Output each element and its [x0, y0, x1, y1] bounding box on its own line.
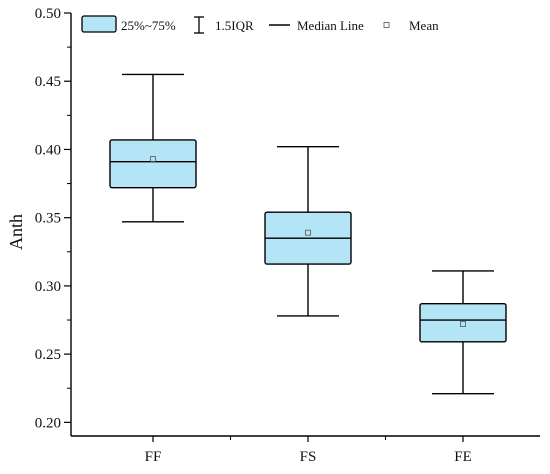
y-tick-label: 0.20 — [35, 415, 61, 431]
x-tick-label-fe: FE — [454, 449, 472, 465]
y-tick-label: 0.50 — [35, 6, 61, 22]
boxes — [109, 73, 507, 395]
x-axis-ticks: FF FS FE — [145, 436, 472, 465]
box-group-fs — [264, 146, 352, 317]
mean-marker — [460, 321, 466, 328]
y-tick-label: 0.45 — [35, 74, 61, 90]
legend-label-median: Median Line — [297, 18, 364, 33]
y-tick-label: 0.35 — [35, 211, 61, 227]
y-tick-label: 0.40 — [35, 142, 61, 158]
legend-mean-swatch — [383, 22, 390, 28]
y-axis-title: Anth — [6, 214, 26, 250]
legend-box-swatch — [81, 15, 117, 33]
box-group-fe — [419, 270, 507, 395]
iqr-box — [419, 302, 507, 343]
y-tick-label: 0.25 — [35, 347, 61, 363]
legend-label-iqr-box: 25%~75% — [121, 18, 176, 33]
x-tick-label-ff: FF — [145, 449, 162, 465]
x-tick-label-fs: FS — [300, 449, 317, 465]
legend-label-whisker: 1.5IQR — [215, 18, 254, 33]
y-axis-ticks: 0.20 0.25 0.30 0.35 0.40 0.45 0.50 — [35, 6, 71, 431]
legend: 25%~75% 1.5IQR Median Line Mean — [81, 15, 439, 34]
mean-marker — [150, 156, 156, 162]
mean-marker — [305, 229, 311, 236]
axes — [70, 13, 540, 437]
legend-label-mean: Mean — [409, 18, 439, 33]
box-group-ff — [109, 73, 197, 223]
y-tick-label: 0.30 — [35, 279, 61, 295]
iqr-box — [109, 139, 197, 189]
